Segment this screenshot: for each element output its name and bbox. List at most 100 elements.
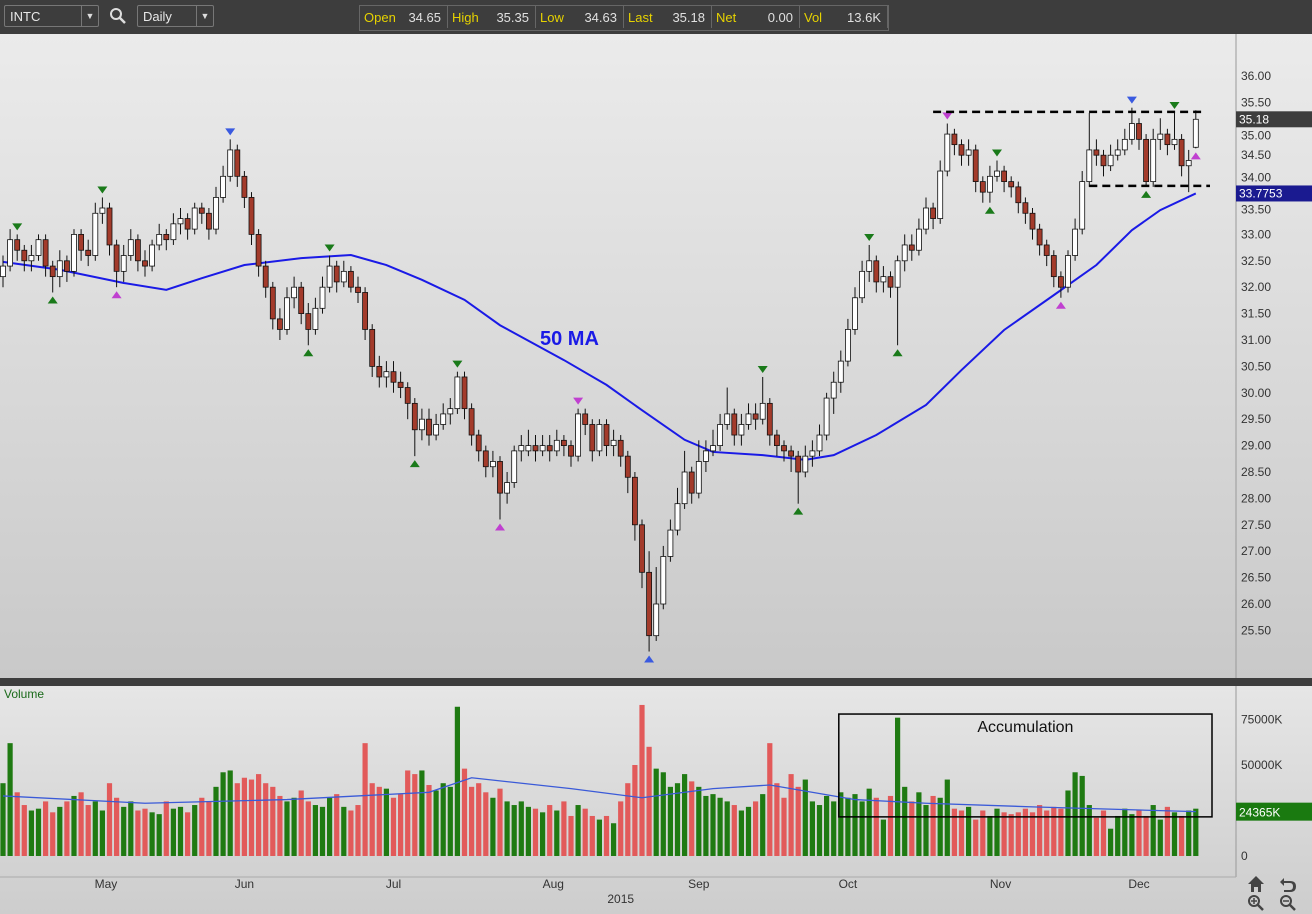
- candle-body: [617, 439, 624, 457]
- undo-icon[interactable]: [1280, 878, 1296, 892]
- candle: [1100, 149, 1107, 177]
- candle-body: [511, 450, 518, 483]
- candle-body: [376, 365, 383, 378]
- volume-bar: [994, 808, 1000, 856]
- candle-body: [795, 455, 802, 473]
- pivot-marker: [892, 349, 903, 357]
- candle-body: [1157, 133, 1164, 140]
- volume-bar: [440, 783, 446, 856]
- chevron-down-icon[interactable]: ▼: [196, 6, 213, 26]
- candle: [987, 165, 993, 203]
- volume-bar: [518, 801, 524, 856]
- candle-body: [262, 265, 269, 288]
- candle-body: [497, 461, 503, 494]
- quote-value: 0.00: [767, 9, 793, 25]
- price-tick-label: 30.00: [1241, 386, 1271, 400]
- candle: [908, 234, 915, 261]
- search-icon[interactable]: [108, 6, 128, 26]
- candle-body: [312, 307, 319, 330]
- volume-bar: [944, 779, 950, 856]
- zoom-in-icon[interactable]: [1248, 895, 1264, 911]
- candle-body: [887, 276, 894, 288]
- candle: [411, 398, 418, 457]
- candle: [979, 176, 986, 203]
- zoom-out-icon[interactable]: [1280, 895, 1296, 911]
- volume-bar: [639, 704, 645, 856]
- pivot-marker: [864, 233, 875, 241]
- price-chart[interactable]: Accumulation 25.50 26.00 26.50 27.00 27.50 28…: [0, 34, 1312, 914]
- candle: [582, 408, 589, 436]
- volume-tick-label: 75000K: [1241, 713, 1282, 727]
- home-icon[interactable]: [1248, 876, 1264, 892]
- candle: [553, 429, 560, 457]
- volume-bar: [121, 806, 127, 856]
- volume-bar: [568, 815, 574, 856]
- candle: [1164, 128, 1171, 156]
- candle: [703, 440, 709, 472]
- candle-body: [397, 381, 404, 388]
- candle: [99, 197, 106, 224]
- symbol-input[interactable]: INTC ▼: [4, 5, 99, 27]
- candle-body: [92, 212, 99, 256]
- candle: [1093, 139, 1100, 166]
- volume-bar: [291, 797, 297, 856]
- volume-bar: [916, 792, 922, 856]
- price-tick-label: 27.00: [1241, 544, 1271, 558]
- volume-bar: [341, 806, 347, 856]
- chevron-down-icon[interactable]: ▼: [81, 6, 98, 26]
- candle: [163, 229, 170, 251]
- price-tick-label: 32.00: [1241, 280, 1271, 294]
- candle-body: [1164, 133, 1171, 146]
- panel-divider[interactable]: [0, 678, 1312, 686]
- candle-body: [624, 455, 631, 478]
- candle: [120, 244, 127, 282]
- candle-body: [923, 207, 929, 230]
- candle: [1185, 149, 1192, 193]
- candle: [724, 387, 731, 430]
- candle-body: [937, 170, 944, 219]
- candle: [951, 128, 958, 156]
- candle-body: [610, 439, 617, 447]
- candle: [1129, 107, 1135, 145]
- pivot-marker: [1141, 190, 1152, 198]
- candle-body: [681, 471, 688, 505]
- volume-bar: [0, 783, 6, 856]
- volume-bar: [376, 786, 382, 856]
- volume-bar: [1029, 812, 1036, 856]
- candle: [972, 144, 979, 193]
- volume-bar: [185, 812, 191, 856]
- volume-bar: [419, 770, 425, 856]
- pivot-marker: [793, 507, 804, 515]
- candle: [859, 260, 865, 304]
- candle-body: [28, 255, 35, 262]
- candle: [610, 429, 617, 457]
- time-tick-label: May: [95, 877, 118, 891]
- candle-body: [667, 529, 674, 557]
- candle: [1086, 112, 1093, 187]
- time-tick-label: Jun: [235, 877, 254, 891]
- volume-bar: [831, 801, 837, 856]
- candle: [305, 303, 312, 346]
- candle-body: [745, 413, 752, 425]
- candle-body: [774, 434, 780, 447]
- volume-bar: [1108, 828, 1114, 856]
- volume-bar: [170, 808, 176, 856]
- volume-bar: [1136, 810, 1142, 856]
- candle: [632, 472, 638, 541]
- interval-select[interactable]: Daily ▼: [137, 5, 214, 27]
- candle: [0, 255, 6, 288]
- volume-bar: [469, 786, 475, 856]
- candle-body: [908, 244, 915, 251]
- candle-body: [603, 424, 610, 447]
- candle-body: [873, 260, 880, 283]
- candle: [624, 450, 631, 494]
- candle: [802, 445, 809, 478]
- pivot-marker: [1055, 301, 1066, 309]
- candle-body: [198, 207, 205, 214]
- candle-body: [468, 408, 475, 436]
- volume-bar: [1150, 805, 1156, 856]
- candle-body: [987, 175, 993, 193]
- candle-body: [113, 244, 120, 272]
- candle: [475, 429, 482, 462]
- candle: [1029, 208, 1036, 240]
